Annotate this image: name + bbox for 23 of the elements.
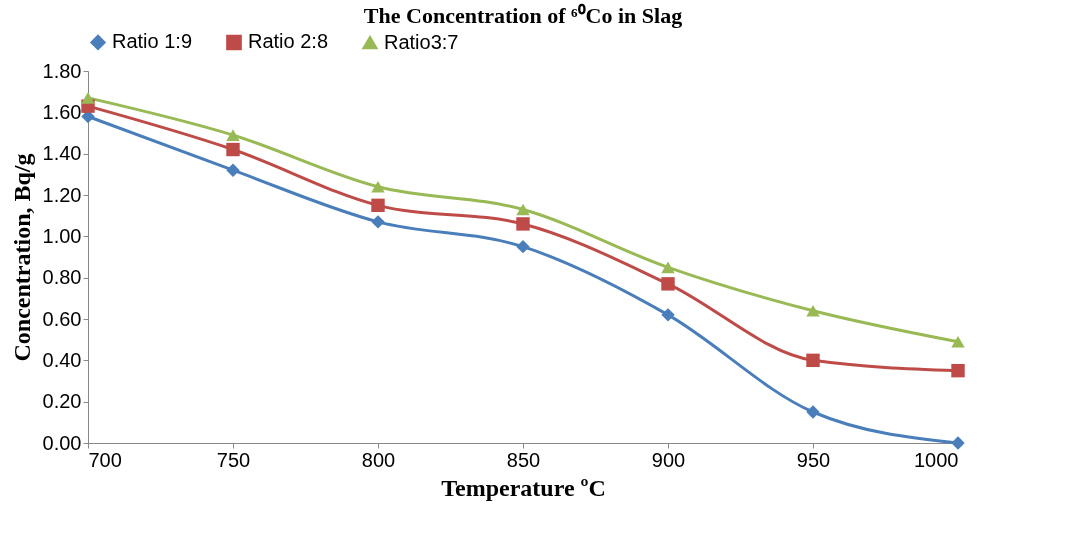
x-tick-label: 700: [88, 448, 122, 471]
y-tick-label: 0.00: [42, 431, 82, 454]
legend-label: Ratio3:7: [384, 30, 459, 53]
y-tick-label: 1.20: [42, 183, 82, 206]
x-tick-label: 1000: [914, 448, 959, 471]
y-tick-label: 0.60: [42, 307, 82, 330]
x-tick-label: 850: [506, 448, 541, 471]
y-tick-label: 1.60: [42, 100, 82, 123]
x-tick-label: 750: [216, 448, 251, 471]
y-tick-label: 1.00: [42, 224, 82, 247]
y-tick-label: 1.40: [42, 142, 82, 165]
y-axis-title: Concentration, Bq/g: [8, 153, 35, 362]
chart-title: The Concentration of ⁶⁰Co in Slag: [363, 3, 683, 28]
y-tick-label: 0.20: [42, 390, 82, 413]
x-tick-label: 950: [796, 448, 831, 471]
x-tick-label: 900: [651, 448, 686, 471]
y-tick-label: 0.40: [42, 348, 82, 371]
y-tick-label: 0.80: [42, 266, 82, 289]
y-tick-label: 1.80: [42, 59, 82, 82]
legend-label: Ratio 2:8: [248, 30, 329, 53]
x-tick-label: 800: [361, 448, 396, 471]
legend-label: Ratio 1:9: [112, 30, 193, 53]
x-axis-title: Temperature ºC: [441, 474, 606, 501]
